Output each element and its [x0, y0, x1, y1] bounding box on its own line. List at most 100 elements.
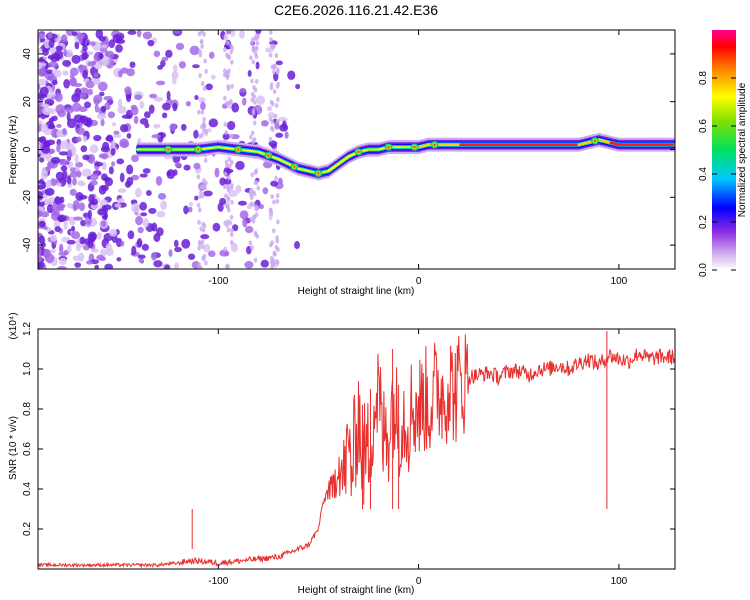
noise-cell [110, 148, 116, 156]
streak-cell [223, 95, 227, 101]
noise-cell [260, 120, 269, 127]
ridge-core-cell [563, 143, 567, 147]
noise-cell [79, 236, 86, 245]
streak-cell [271, 228, 276, 234]
noise-cell [102, 141, 110, 151]
ridge-cell [330, 167, 335, 170]
noise-cell [105, 135, 114, 142]
noise-cell [295, 83, 301, 90]
noise-cell [98, 153, 106, 159]
noise-cell [62, 59, 72, 67]
noise-cell [116, 158, 125, 165]
noise-cell [72, 177, 77, 186]
streak-cell [248, 190, 253, 196]
streak-cell [230, 59, 234, 65]
streak-cell [204, 130, 209, 136]
noise-cell [165, 49, 173, 58]
streak-cell [254, 79, 259, 85]
noise-cell [100, 220, 107, 227]
noise-cell [174, 262, 180, 269]
ridge-core-cell [627, 143, 631, 147]
noise-cell [103, 176, 110, 182]
streak-cell [224, 159, 229, 165]
noise-cell [180, 123, 187, 131]
ridge-cell [328, 168, 333, 171]
snr-panel: -100 0 100 0.2 0.4 0.6 0.8 1.0 1.2 Height of str… [8, 312, 676, 596]
noise-cell [66, 239, 76, 245]
noise-cell [120, 240, 125, 247]
streak-cell [248, 240, 253, 246]
streak-cell [276, 118, 280, 124]
noise-cell [59, 158, 69, 166]
ridge-core-cell [601, 139, 605, 143]
streak-cell [269, 85, 274, 91]
ridge-core-cell [617, 143, 621, 147]
noise-cell [153, 123, 161, 129]
noise-cell [41, 144, 51, 155]
noise-cell [73, 216, 84, 221]
streak-cell [229, 232, 234, 238]
ridge-core-cell [575, 143, 579, 147]
noise-cell [68, 218, 76, 226]
noise-cell [183, 164, 191, 171]
noise-cell [268, 140, 278, 147]
streak-cell [202, 86, 207, 92]
ridge-core-cell [417, 145, 420, 149]
streak-cell [203, 58, 208, 64]
noise-cell [93, 72, 99, 78]
noise-cell [124, 86, 132, 95]
snr-scale-label: (x10⁴) [8, 312, 19, 339]
noise-cell [108, 166, 114, 175]
ridge-core-cell [529, 143, 532, 147]
noise-cell [127, 230, 135, 240]
ridge-core-cell [637, 143, 641, 147]
noise-cell [75, 161, 84, 168]
noise-cell [219, 197, 227, 205]
streak-cell [226, 53, 231, 59]
ridge-core-cell [645, 143, 649, 147]
noise-cell [79, 92, 87, 100]
streak-cell [276, 97, 280, 103]
noise-cell [134, 187, 142, 198]
noise-cell [54, 226, 61, 233]
ridge-core-cell [581, 142, 585, 146]
noise-cell [84, 101, 92, 109]
noise-cell [91, 248, 99, 253]
ridge-core-cell [625, 143, 629, 147]
ridge-core-cell [651, 143, 655, 147]
ridge-core-cell [531, 143, 534, 147]
noise-cell [103, 95, 113, 101]
noise-cell [96, 231, 102, 240]
streak-cell [268, 52, 273, 58]
noise-cell [71, 54, 81, 64]
ridge-core-cell [641, 143, 645, 147]
noise-cell [258, 203, 264, 210]
streak-cell [251, 59, 256, 65]
streak-cell [272, 64, 277, 70]
noise-cell [87, 209, 92, 220]
hotspot-cell [197, 148, 200, 151]
noise-cell [40, 242, 46, 248]
ridge-cell [334, 164, 339, 167]
noise-cell [38, 120, 44, 125]
noise-cell [187, 253, 196, 260]
noise-cell [76, 127, 86, 135]
noise-cell [262, 187, 269, 195]
ridge-core-cell [567, 143, 571, 147]
streak-cell [199, 226, 203, 232]
noise-cell [131, 154, 139, 163]
noise-cell [153, 50, 161, 58]
y-tick-label: 1.2 [22, 322, 33, 336]
noise-cell [91, 60, 97, 66]
noise-cell [267, 112, 275, 119]
noise-cell [60, 34, 68, 43]
noise-cell [48, 38, 55, 49]
noise-cell [51, 204, 61, 211]
noise-cell [50, 68, 59, 74]
ridge-core-cell [519, 143, 522, 147]
noise-cell [96, 254, 105, 261]
noise-cell [118, 70, 123, 78]
noise-cell [149, 93, 158, 99]
streak-cell [200, 244, 205, 250]
